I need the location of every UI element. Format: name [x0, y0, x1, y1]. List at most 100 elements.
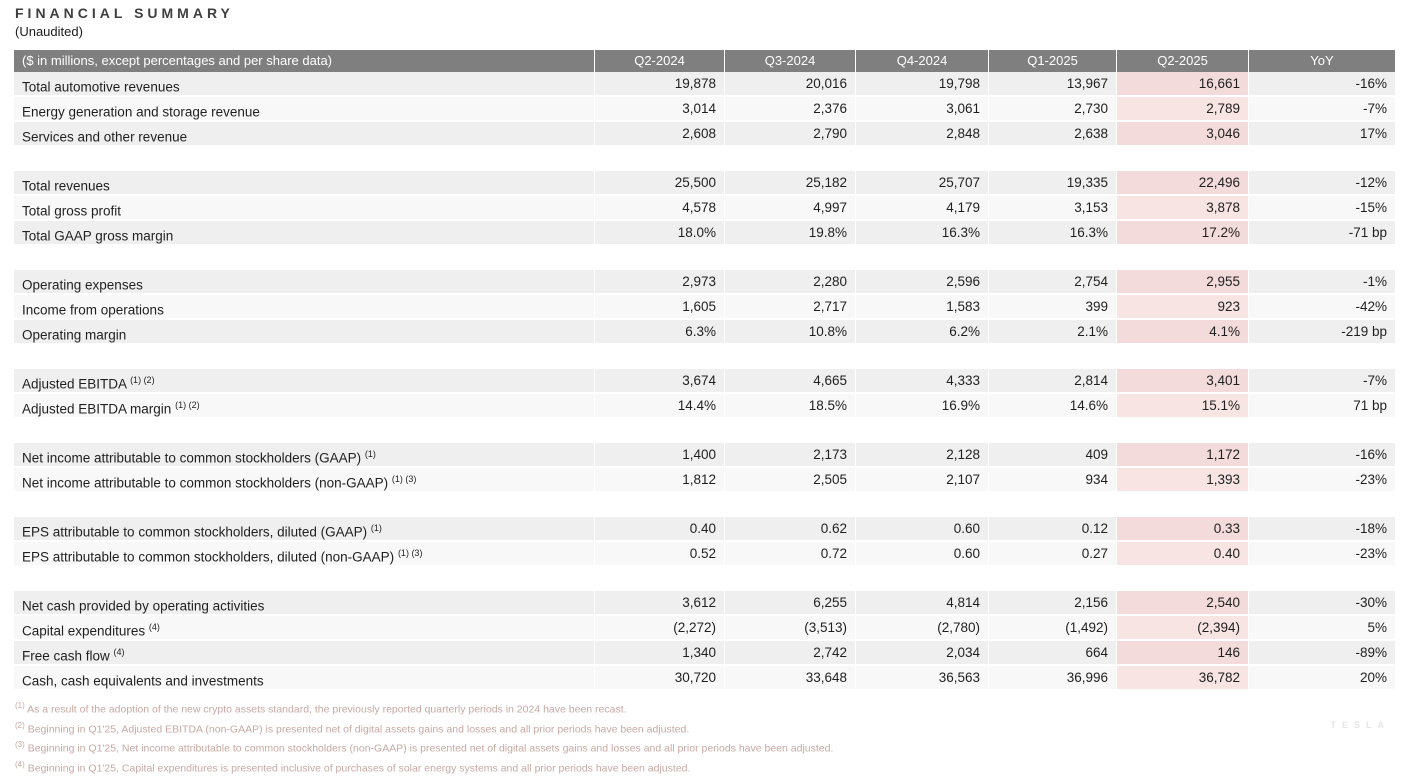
cell-q2-2025-highlighted: 1,172 — [1117, 443, 1249, 466]
cell-q2-2025-highlighted: 3,046 — [1117, 122, 1249, 145]
cell-q3-2024: 0.72 — [725, 542, 856, 565]
footnote-line: (4) Beginning in Q1'25, Capital expendit… — [15, 759, 691, 775]
cell-yoy: -16% — [1249, 72, 1395, 95]
cell-q3-2024: 19.8% — [725, 221, 856, 244]
cell-q2-2025-highlighted: 2,955 — [1117, 270, 1249, 293]
cell-q1-2025: 2.1% — [989, 320, 1117, 343]
cell-q2-2025-highlighted: (2,394) — [1117, 616, 1249, 639]
table-row: Net income attributable to common stockh… — [14, 468, 1395, 491]
cell-q2-2024: 4,578 — [595, 196, 725, 219]
cell-q4-2024: 0.60 — [856, 542, 989, 565]
cell-q2-2025-highlighted: 2,540 — [1117, 591, 1249, 614]
cell-q3-2024: 25,182 — [725, 171, 856, 194]
cell-yoy: -7% — [1249, 369, 1395, 392]
cell-q2-2024: 30,720 — [595, 666, 725, 689]
row-label: Total automotive revenues — [14, 72, 595, 95]
cell-q2-2025-highlighted: 36,782 — [1117, 666, 1249, 689]
group-separator — [14, 345, 1395, 369]
cell-yoy: -71 bp — [1249, 221, 1395, 244]
cell-yoy: -15% — [1249, 196, 1395, 219]
table-row: EPS attributable to common stockholders,… — [14, 517, 1395, 540]
cell-q3-2024: 20,016 — [725, 72, 856, 95]
cell-q3-2024: 18.5% — [725, 394, 856, 417]
cell-q3-2024: 10.8% — [725, 320, 856, 343]
cell-yoy: -7% — [1249, 97, 1395, 120]
row-label: Total revenues — [14, 171, 595, 194]
cell-yoy: -23% — [1249, 468, 1395, 491]
table-header-row: ($ in millions, except percentages and p… — [14, 50, 1395, 72]
cell-q4-2024: 16.9% — [856, 394, 989, 417]
footnotes: (1) As a result of the adoption of the n… — [15, 698, 833, 776]
header-col-q3-2024: Q3-2024 — [725, 50, 856, 72]
footnote-line: (3) Beginning in Q1'25, Net income attri… — [15, 740, 834, 755]
cell-q4-2024: 16.3% — [856, 221, 989, 244]
cell-q2-2024: 1,340 — [595, 641, 725, 664]
page-title: FINANCIAL SUMMARY — [15, 5, 234, 21]
cell-q4-2024: 2,128 — [856, 443, 989, 466]
cell-q3-2024: 6,255 — [725, 591, 856, 614]
group-separator — [14, 419, 1395, 443]
row-label: Energy generation and storage revenue — [14, 97, 595, 120]
footnote-ref: (1) — [364, 449, 376, 459]
cell-q1-2025: (1,492) — [989, 616, 1117, 639]
cell-q1-2025: 664 — [989, 641, 1117, 664]
row-label: Services and other revenue — [14, 122, 595, 145]
cell-q1-2025: 2,814 — [989, 369, 1117, 392]
cell-q4-2024: 4,814 — [856, 591, 989, 614]
cell-yoy: -30% — [1249, 591, 1395, 614]
table-body: Total automotive revenues 19,878 20,016 … — [14, 72, 1395, 689]
cell-yoy: -18% — [1249, 517, 1395, 540]
financial-summary-table: ($ in millions, except percentages and p… — [14, 50, 1395, 691]
cell-q3-2024: 2,742 — [725, 641, 856, 664]
cell-q4-2024: 4,333 — [856, 369, 989, 392]
footnote-ref: (4) — [148, 622, 160, 632]
cell-yoy: -219 bp — [1249, 320, 1395, 343]
cell-yoy: 71 bp — [1249, 394, 1395, 417]
table-row: Adjusted EBITDA margin (1) (2) 14.4% 18.… — [14, 394, 1395, 417]
cell-q2-2024: 1,605 — [595, 295, 725, 318]
cell-q2-2024: 6.3% — [595, 320, 725, 343]
table-row: Operating margin 6.3% 10.8% 6.2% 2.1% 4.… — [14, 320, 1395, 343]
cell-q1-2025: 0.27 — [989, 542, 1117, 565]
table-row: Cash, cash equivalents and investments 3… — [14, 666, 1395, 689]
header-units-label: ($ in millions, except percentages and p… — [14, 50, 595, 72]
cell-q4-2024: 3,061 — [856, 97, 989, 120]
cell-q3-2024: 2,505 — [725, 468, 856, 491]
cell-q4-2024: 0.60 — [856, 517, 989, 540]
cell-q2-2025-highlighted: 923 — [1117, 295, 1249, 318]
footnote-ref: (4) — [113, 647, 125, 657]
cell-q2-2025-highlighted: 3,401 — [1117, 369, 1249, 392]
cell-q4-2024: 6.2% — [856, 320, 989, 343]
cell-q4-2024: 36,563 — [856, 666, 989, 689]
cell-q4-2024: 19,798 — [856, 72, 989, 95]
cell-q3-2024: 2,173 — [725, 443, 856, 466]
cell-q2-2025-highlighted: 15.1% — [1117, 394, 1249, 417]
cell-q2-2024: 0.40 — [595, 517, 725, 540]
page-subtitle: (Unaudited) — [15, 24, 83, 39]
footnote-ref: (1) (3) — [397, 548, 423, 558]
footnote-ref: (1) (2) — [175, 400, 200, 410]
cell-q2-2024: 3,674 — [595, 369, 725, 392]
cell-q1-2025: 2,730 — [989, 97, 1117, 120]
cell-yoy: 5% — [1249, 616, 1395, 639]
cell-q2-2024: 1,812 — [595, 468, 725, 491]
cell-q1-2025: 2,754 — [989, 270, 1117, 293]
row-label: Adjusted EBITDA (1) (2) — [14, 369, 595, 392]
row-label: Cash, cash equivalents and investments — [14, 666, 595, 689]
header-col-yoy: YoY — [1249, 50, 1395, 72]
row-label: Net income attributable to common stockh… — [14, 468, 595, 491]
cell-q3-2024: 2,790 — [725, 122, 856, 145]
cell-yoy: -23% — [1249, 542, 1395, 565]
cell-q4-2024: 2,107 — [856, 468, 989, 491]
cell-q3-2024: 2,280 — [725, 270, 856, 293]
footnote-line: (2) Beginning in Q1'25, Adjusted EBITDA … — [15, 720, 690, 736]
cell-q2-2024: 3,014 — [595, 97, 725, 120]
cell-q2-2025-highlighted: 16,661 — [1117, 72, 1249, 95]
table-row: Services and other revenue 2,608 2,790 2… — [14, 122, 1395, 145]
row-label: Operating expenses — [14, 270, 595, 293]
row-label: Net cash provided by operating activitie… — [14, 591, 595, 614]
cell-q1-2025: 2,638 — [989, 122, 1117, 145]
cell-q2-2024: 25,500 — [595, 171, 725, 194]
table-row: Total revenues 25,500 25,182 25,707 19,3… — [14, 171, 1395, 194]
